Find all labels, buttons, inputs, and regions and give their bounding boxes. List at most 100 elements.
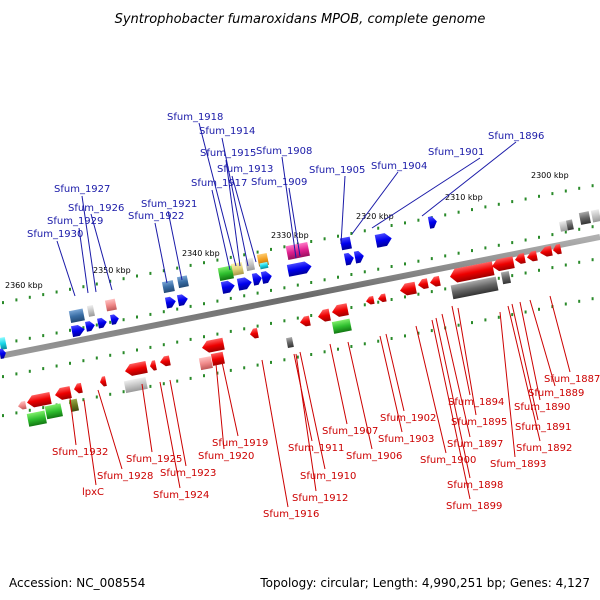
gene-label[interactable]: Sfum_1932 (52, 447, 108, 458)
gene-label[interactable]: Sfum_1892 (516, 443, 572, 454)
gene-label[interactable]: Sfum_1917 (191, 178, 247, 189)
gene-arrow-reverse (332, 303, 349, 317)
gene-arrow-reverse (527, 250, 538, 262)
gene-label[interactable]: Sfum_1890 (514, 402, 570, 413)
gene-feature (374, 233, 392, 248)
gene-label[interactable]: Sfum_1897 (447, 439, 503, 450)
tick-dot (444, 254, 447, 258)
gene-label[interactable]: Sfum_1923 (160, 468, 216, 479)
leader-line (69, 397, 77, 446)
tick-dot (350, 232, 353, 235)
gene-label[interactable]: Sfum_1902 (380, 413, 436, 424)
gene-label[interactable]: Sfum_1912 (292, 493, 348, 504)
tick-dot (55, 331, 58, 335)
gene-label[interactable]: Sfum_1893 (490, 459, 546, 470)
gene-box (44, 403, 63, 420)
gene-feature (161, 280, 175, 294)
gene-label[interactable]: Sfum_1906 (346, 451, 402, 462)
gene-box (559, 220, 569, 232)
tick-dot (176, 307, 179, 311)
gene-label[interactable]: Sfum_1908 (256, 146, 312, 157)
gene-label[interactable]: Sfum_1921 (141, 199, 197, 210)
gene-feature (285, 241, 310, 260)
gene-label[interactable]: Sfum_1903 (378, 434, 434, 445)
gene-feature (68, 308, 85, 323)
tick-dot (390, 337, 393, 340)
gene-label[interactable]: Sfum_1891 (515, 422, 571, 433)
gene-label[interactable]: Sfum_1929 (47, 216, 103, 227)
tick-dot (2, 414, 4, 418)
gene-feature (566, 219, 574, 231)
gene-label[interactable]: Sfum_1920 (198, 451, 254, 462)
gene-label[interactable]: Sfum_1922 (128, 211, 184, 222)
gene-label[interactable]: Sfum_1924 (153, 490, 209, 501)
gene-label[interactable]: Sfum_1904 (371, 161, 427, 172)
leader-line (83, 399, 97, 486)
tick-dot (136, 274, 138, 278)
gene-label[interactable]: Sfum_1915 (200, 148, 256, 159)
gene-arrow-forward (343, 252, 354, 266)
gene-features (0, 209, 600, 427)
tick-label-2360: 2360 kbp (5, 281, 43, 290)
tick-dot (162, 343, 165, 347)
gene-label[interactable]: Sfum_1900 (420, 455, 476, 466)
gene-label[interactable]: Sfum_1914 (199, 126, 255, 137)
gene-arrow-forward (220, 280, 235, 294)
tick-label-2310: 2310 kbp (445, 193, 483, 202)
gene-box (198, 356, 213, 371)
gene-feature (220, 280, 235, 294)
tick-dot (42, 367, 45, 371)
gene-label[interactable]: Sfum_1916 (263, 509, 319, 520)
gene-label[interactable]: Sfum_1909 (251, 177, 307, 188)
leader-line (435, 317, 471, 479)
gene-label[interactable]: Sfum_1919 (212, 438, 268, 449)
gene-label[interactable]: Sfum_1910 (300, 471, 356, 482)
gene-feature (450, 261, 495, 283)
tick-dot (109, 392, 112, 396)
gene-arrow-forward (260, 271, 272, 284)
gene-label[interactable]: lpxC (82, 487, 104, 498)
gene-arrow-reverse (418, 278, 429, 290)
gene-label[interactable]: Sfum_1899 (446, 501, 502, 512)
tick-dot (350, 345, 353, 348)
gene-label[interactable]: Sfum_1896 (488, 131, 544, 142)
gene-label[interactable]: Sfum_1895 (451, 417, 507, 428)
gene-label[interactable]: Sfum_1894 (448, 397, 504, 408)
gene-label[interactable]: Sfum_1928 (97, 471, 153, 482)
gene-label[interactable]: Sfum_1930 (27, 229, 83, 240)
gene-label[interactable]: Sfum_1889 (528, 388, 584, 399)
gene-box (500, 270, 512, 285)
tick-dot (417, 292, 420, 296)
leader-line (90, 213, 113, 291)
gene-label[interactable]: Sfum_1927 (54, 184, 110, 195)
tick-dot (162, 269, 165, 273)
tick-dot (82, 326, 85, 330)
gene-label[interactable]: Sfum_1918 (167, 112, 223, 123)
gene-label[interactable]: Sfum_1907 (322, 426, 378, 437)
gene-arrow-forward (286, 261, 312, 277)
gene-label[interactable]: Sfum_1925 (126, 454, 182, 465)
tick-dot (377, 339, 380, 343)
tick-dot (564, 189, 567, 193)
gene-feature (331, 318, 352, 334)
tick-dot (109, 353, 112, 357)
tick-label-2340: 2340 kbp (182, 249, 220, 258)
tick-dot (55, 364, 58, 368)
gene-label[interactable]: Sfum_1913 (217, 164, 273, 175)
tick-dot (149, 312, 152, 316)
tick-dot (162, 382, 165, 386)
tick-label-2300: 2300 kbp (531, 171, 569, 180)
tick-dot (363, 342, 366, 346)
gene-label[interactable]: Sfum_1905 (309, 165, 365, 176)
gene-feature (450, 276, 499, 300)
gene-label[interactable]: Sfum_1911 (288, 443, 344, 454)
gene-label[interactable]: Sfum_1926 (68, 203, 124, 214)
leader-line (56, 240, 76, 297)
gene-arrow-forward (374, 233, 392, 248)
tick-dot (122, 318, 125, 322)
gene-label[interactable]: Sfum_1898 (447, 480, 503, 491)
tick-dot (404, 334, 406, 338)
gene-label[interactable]: Sfum_1887 (544, 374, 600, 385)
gene-label[interactable]: Sfum_1901 (428, 147, 484, 158)
